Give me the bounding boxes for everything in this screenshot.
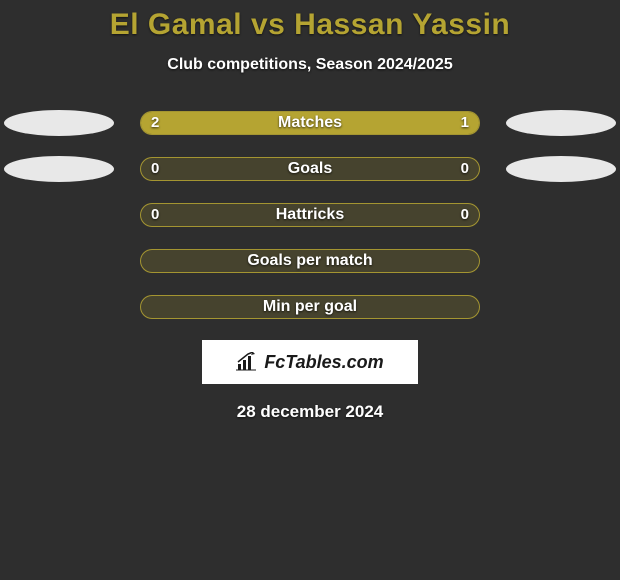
stat-row: Min per goal bbox=[0, 294, 620, 320]
logo-text: FcTables.com bbox=[264, 352, 383, 373]
stat-value-right: 0 bbox=[461, 158, 469, 180]
stat-label: Matches bbox=[141, 112, 479, 134]
chart-bar-icon bbox=[236, 352, 258, 372]
stat-bar-track: Goals per match bbox=[140, 249, 480, 273]
stat-bar-track: Min per goal bbox=[140, 295, 480, 319]
stat-value-left: 0 bbox=[151, 204, 159, 226]
logo-box[interactable]: FcTables.com bbox=[202, 340, 418, 384]
date-text: 28 december 2024 bbox=[0, 402, 620, 422]
stat-label: Min per goal bbox=[141, 296, 479, 318]
stat-value-left: 0 bbox=[151, 158, 159, 180]
stat-row: Goals0 0 bbox=[0, 156, 620, 182]
player-right-ellipse bbox=[506, 110, 616, 136]
player-left-ellipse bbox=[4, 156, 114, 182]
stat-bar-track: Matches2 1 bbox=[140, 111, 480, 135]
stat-label: Hattricks bbox=[141, 204, 479, 226]
stat-row: Matches2 1 bbox=[0, 110, 620, 136]
stat-label: Goals bbox=[141, 158, 479, 180]
stat-value-right: 0 bbox=[461, 204, 469, 226]
stat-bar-track: Goals0 0 bbox=[140, 157, 480, 181]
stat-row: Goals per match bbox=[0, 248, 620, 274]
player-right-ellipse bbox=[506, 156, 616, 182]
player-left-ellipse bbox=[4, 110, 114, 136]
stat-value-right: 1 bbox=[461, 112, 469, 134]
stat-rows-container: Matches21Goals00Hattricks00Goals per mat… bbox=[0, 110, 620, 320]
subtitle: Club competitions, Season 2024/2025 bbox=[0, 56, 620, 74]
stat-value-left: 2 bbox=[151, 112, 159, 134]
page-title: El Gamal vs Hassan Yassin bbox=[0, 8, 620, 42]
stat-row: Hattricks0 0 bbox=[0, 202, 620, 228]
stat-label: Goals per match bbox=[141, 250, 479, 272]
stat-bar-track: Hattricks0 0 bbox=[140, 203, 480, 227]
